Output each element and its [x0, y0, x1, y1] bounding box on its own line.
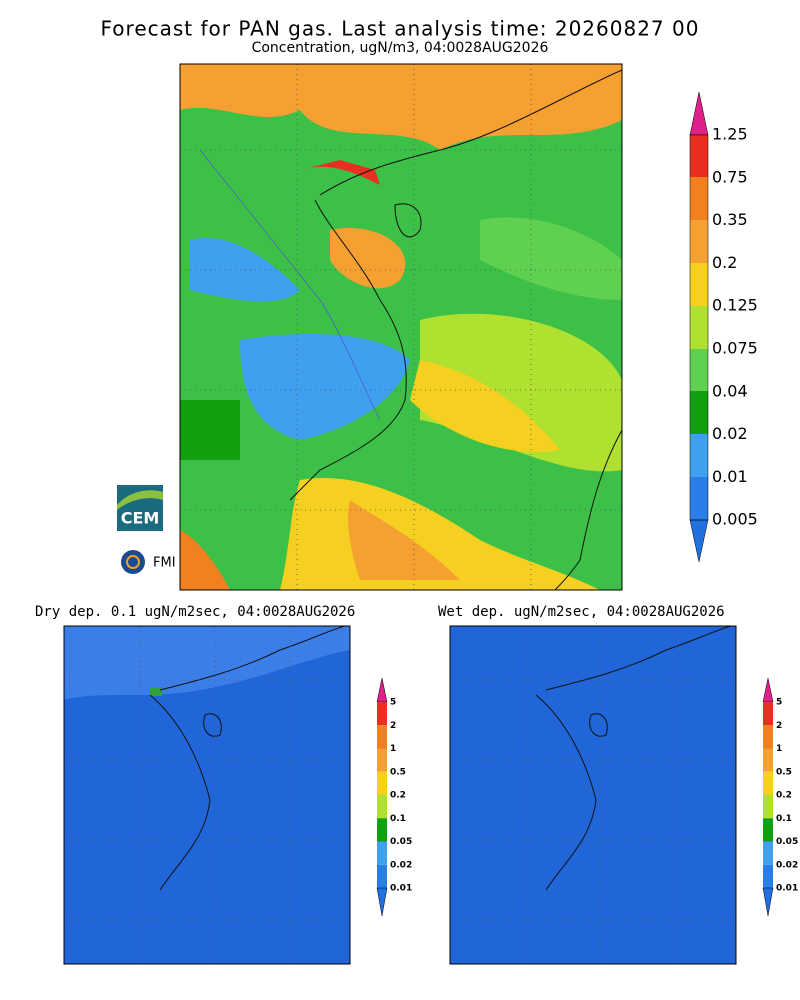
colorbar-label: 0.2 [390, 791, 406, 801]
colorbar-label: 0.5 [776, 767, 792, 777]
colorbar-segment [377, 841, 387, 865]
colorbar-label: 5 [390, 698, 396, 708]
wet-title: Wet dep. ugN/m2sec, 04:0028AUG2026 [438, 604, 725, 620]
colorbar-label: 1.25 [712, 125, 748, 144]
colorbar-top [762, 677, 774, 703]
colorbar-label: 1 [390, 744, 396, 754]
fmi-text: FMI [153, 556, 176, 571]
colorbar-segment [763, 748, 773, 772]
main-colorbar [689, 91, 709, 563]
colorbar-segment [377, 725, 387, 749]
colorbar-label: 0.02 [390, 860, 412, 870]
colorbar-label: 0.2 [712, 253, 737, 272]
colorbar-label: 0.05 [776, 837, 798, 847]
colorbar-label: 0.02 [712, 424, 748, 443]
colorbar-label: 0.01 [390, 884, 412, 894]
colorbar-label: 0.2 [776, 791, 792, 801]
colorbar-label: 0.75 [712, 167, 748, 186]
colorbar-label: 2 [390, 721, 396, 731]
colorbar-label: 0.35 [712, 210, 748, 229]
main-map [179, 63, 623, 591]
colorbar-segment [763, 771, 773, 795]
colorbar-label: 1 [776, 744, 782, 754]
cem-text: CEM [121, 509, 160, 528]
colorbar-label: 0.1 [390, 814, 406, 824]
fmi-logo: FMI [121, 550, 176, 574]
colorbar-label: 0.125 [712, 296, 758, 315]
colorbar-top [376, 677, 388, 703]
dry-title: Dry dep. 0.1 ugN/m2sec, 04:0028AUG2026 [35, 604, 355, 620]
colorbar-bottom [762, 887, 774, 917]
colorbar-label: 0.005 [712, 510, 758, 529]
dry-map [63, 625, 351, 965]
colorbar-segment [377, 864, 387, 888]
title: Forecast for PAN gas. Last analysis time… [101, 17, 700, 41]
colorbar-label: 0.02 [776, 860, 798, 870]
colorbar-segment [763, 725, 773, 749]
colorbar-segment [763, 864, 773, 888]
wet-map [449, 625, 737, 965]
colorbar-label: 0.01 [712, 467, 748, 486]
colorbar-segment [377, 748, 387, 772]
colorbar-label: 0.1 [776, 814, 792, 824]
subtitle: Concentration, ugN/m3, 04:0028AUG2026 [252, 40, 549, 56]
colorbar-segment [763, 841, 773, 865]
colorbar-label: 2 [776, 721, 782, 731]
colorbar-bottom [376, 887, 388, 917]
colorbar-segment [763, 818, 773, 842]
colorbar-label: 0.01 [776, 884, 798, 894]
colorbar-label: 5 [776, 698, 782, 708]
cem-logo: CEM [117, 485, 163, 531]
colorbar-segment [763, 702, 773, 726]
colorbar-segment [377, 702, 387, 726]
colorbar-segment [377, 795, 387, 819]
colorbar-label: 0.5 [390, 767, 406, 777]
colorbar-segment [377, 818, 387, 842]
colorbar-label: 0.05 [390, 837, 412, 847]
colorbar-label: 0.04 [712, 381, 748, 400]
colorbar-label: 0.075 [712, 339, 758, 358]
colorbar-segment [377, 771, 387, 795]
colorbar-segment [763, 795, 773, 819]
